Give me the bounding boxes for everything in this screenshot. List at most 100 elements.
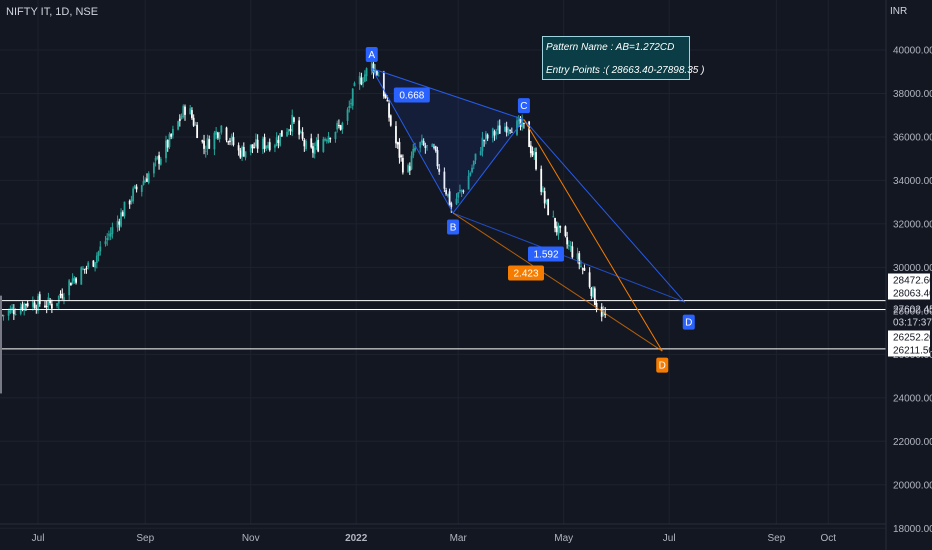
- point-label-c: C: [520, 101, 527, 112]
- candle-body: [274, 145, 276, 148]
- candle-body: [182, 105, 185, 118]
- candle-body: [75, 278, 77, 283]
- candle-body: [192, 117, 195, 126]
- candle-body: [104, 241, 107, 245]
- candle-body: [602, 311, 605, 315]
- point-label-d-orange: D: [659, 361, 666, 372]
- candle-body: [317, 139, 320, 152]
- candle-body: [339, 125, 342, 130]
- candle-body: [310, 138, 313, 148]
- pattern-diagonal-orange: [452, 212, 663, 352]
- candle-body: [144, 179, 147, 183]
- candle-body: [159, 158, 162, 165]
- candle-body: [459, 190, 461, 192]
- candle-body: [455, 198, 458, 205]
- candle-body: [469, 173, 472, 176]
- x-tick-label: Jul: [663, 533, 676, 544]
- candle-body: [484, 133, 487, 140]
- price-marker-box: [888, 273, 930, 287]
- point-label-b-box: [447, 219, 460, 235]
- candle-body: [7, 310, 10, 316]
- candle-body: [95, 255, 98, 263]
- candle-body: [433, 146, 435, 148]
- price-marker-box: [888, 343, 930, 357]
- candle-body: [571, 246, 574, 258]
- candle-body: [327, 136, 330, 143]
- candle-body: [172, 128, 174, 136]
- candle-body: [401, 157, 404, 173]
- pattern-leg-blue: [371, 68, 525, 121]
- point-label-d-blue: D: [685, 318, 692, 329]
- candle-body: [353, 83, 356, 87]
- candle-body: [322, 139, 325, 152]
- candle-body: [130, 199, 133, 203]
- candle-body: [229, 140, 231, 142]
- candle-body: [256, 139, 259, 149]
- x-tick-label: May: [554, 533, 573, 544]
- candle-body: [82, 268, 84, 270]
- candle-body: [510, 131, 513, 133]
- candle-body: [140, 185, 143, 192]
- y-tick-label: 32000.00: [893, 219, 932, 230]
- candle-body: [474, 153, 477, 161]
- candle-body: [45, 305, 48, 308]
- candle-body: [497, 125, 499, 131]
- candle-body: [517, 119, 520, 122]
- candle-body: [481, 137, 484, 152]
- candle-body: [450, 203, 453, 207]
- candle-body: [133, 185, 136, 189]
- candle-body: [50, 303, 53, 309]
- candle-body: [567, 244, 570, 246]
- candle-body: [370, 62, 373, 71]
- candle-body: [106, 237, 109, 241]
- candle-body: [377, 75, 380, 77]
- x-tick-label: Sep: [767, 533, 785, 544]
- candle-body: [97, 251, 100, 257]
- candle-body: [535, 152, 537, 170]
- candle-body: [305, 140, 307, 149]
- candle-body: [471, 167, 473, 173]
- candle-body: [414, 147, 416, 151]
- ratio-label-blue-2: 1.592: [533, 250, 558, 261]
- candle-body: [47, 297, 50, 306]
- candle-body: [19, 306, 22, 314]
- candle-body: [94, 262, 97, 268]
- candle-body: [142, 181, 145, 185]
- candle-body: [268, 142, 271, 151]
- candle-body: [218, 135, 221, 140]
- candle-body: [154, 158, 157, 161]
- candle-body: [277, 139, 280, 143]
- candle-body: [204, 150, 207, 152]
- candle-body: [396, 142, 399, 145]
- price-marker-box: [888, 286, 930, 300]
- candle-body: [11, 307, 14, 311]
- point-label-b: B: [450, 223, 457, 234]
- candle-body: [203, 140, 205, 149]
- candle-body: [156, 156, 159, 159]
- candle-body: [180, 116, 183, 120]
- candle-body: [225, 127, 228, 141]
- point-label-a-box: [365, 46, 378, 62]
- candle-body: [338, 125, 340, 127]
- candle-body: [251, 144, 254, 149]
- candle-body: [215, 131, 218, 135]
- candle-body: [516, 120, 518, 135]
- candle-body: [21, 304, 24, 310]
- candle-body: [184, 106, 186, 115]
- candle-body: [486, 134, 489, 139]
- candle-body: [583, 268, 586, 271]
- candle-body: [531, 151, 534, 156]
- price-marker-label: 28472.60: [893, 276, 932, 287]
- candle-body: [365, 68, 368, 77]
- candle-body: [267, 144, 269, 149]
- candle-body: [424, 145, 427, 148]
- candle-body: [189, 108, 192, 115]
- candle-body: [289, 129, 292, 131]
- candle-body: [9, 308, 12, 313]
- candle-body: [334, 131, 337, 140]
- candle-body: [445, 190, 448, 195]
- candle-body: [178, 118, 181, 121]
